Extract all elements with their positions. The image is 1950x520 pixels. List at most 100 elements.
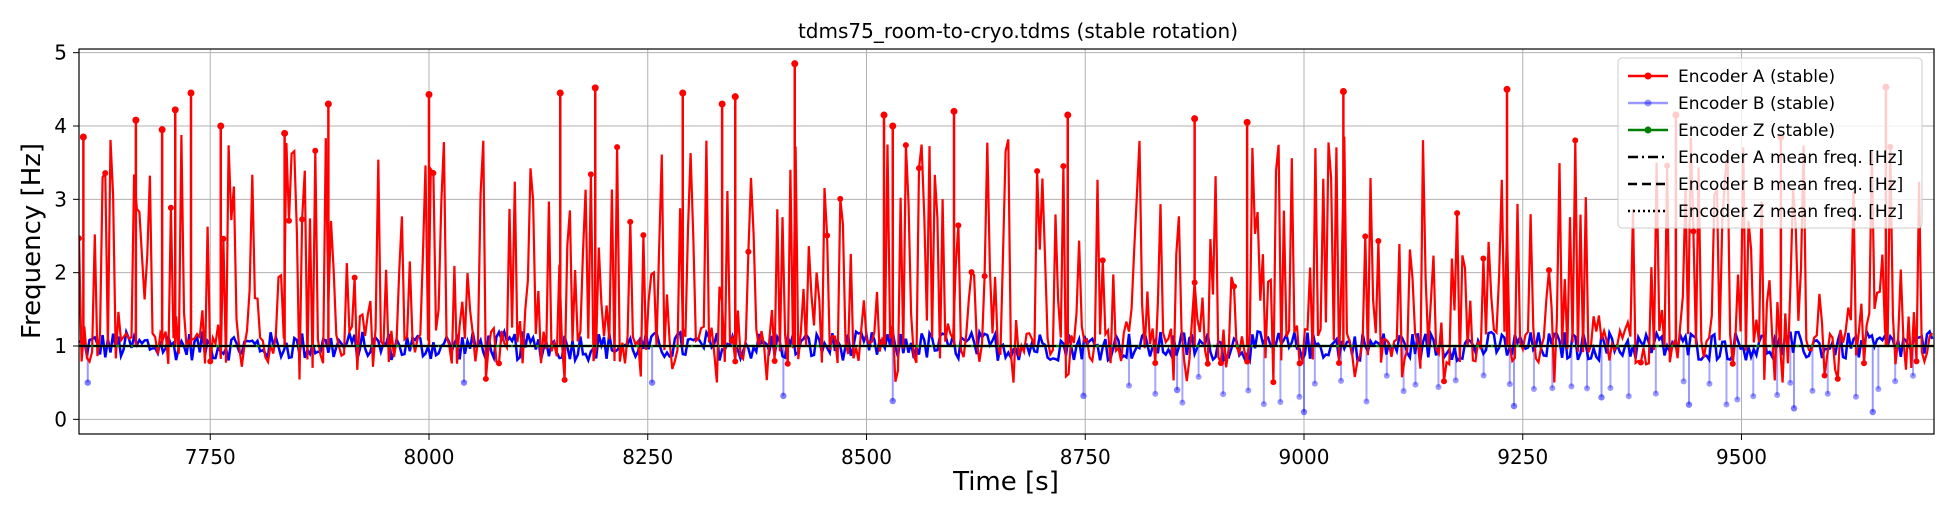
data-point-encoder-a (1362, 233, 1369, 240)
data-point-encoder-a (425, 90, 433, 98)
data-point-encoder-b (1910, 372, 1917, 379)
data-point-encoder-b (1383, 372, 1390, 379)
data-point-encoder-b (1787, 379, 1794, 386)
data-point-encoder-a (1064, 111, 1072, 119)
data-point-encoder-b (1080, 392, 1087, 400)
data-point-encoder-b (1510, 402, 1518, 410)
data-point-encoder-a (1060, 163, 1067, 170)
data-point-encoder-a (207, 358, 214, 365)
data-point-encoder-a (950, 107, 958, 115)
data-point-encoder-a (496, 360, 502, 367)
data-point-encoder-a (1191, 115, 1199, 123)
data-point-encoder-b (889, 397, 896, 405)
data-point-encoder-a (916, 165, 922, 172)
data-point-encoder-a (1217, 360, 1224, 367)
legend-box (1617, 57, 1923, 229)
plot-area (79, 60, 1934, 416)
data-point-encoder-a (430, 170, 437, 177)
data-point-encoder-a (158, 126, 166, 134)
data-point-encoder-b (1152, 390, 1159, 397)
x-tick-label: 8750 (1060, 445, 1111, 469)
data-point-encoder-b (1685, 401, 1693, 408)
data-point-encoder-a (1152, 359, 1159, 366)
data-point-encoder-a (902, 142, 909, 149)
data-point-encoder-a (1296, 360, 1303, 367)
data-point-encoder-a (312, 147, 319, 154)
data-point-encoder-a (880, 111, 888, 119)
data-point-encoder-a (1270, 379, 1277, 386)
data-point-encoder-a (1099, 257, 1106, 264)
data-point-encoder-b (1506, 381, 1513, 388)
data-point-encoder-b (1173, 386, 1181, 394)
x-tick-label: 8250 (622, 445, 673, 469)
x-tick-label: 9000 (1279, 445, 1330, 469)
data-point-encoder-b (1452, 377, 1459, 384)
data-point-encoder-a (614, 144, 621, 151)
x-axis-title: Time [s] (952, 467, 1059, 497)
data-point-encoder-a (1913, 358, 1920, 365)
data-point-encoder-a (784, 360, 791, 367)
data-point-encoder-a (217, 122, 225, 130)
data-point-encoder-a (627, 218, 634, 225)
data-point-encoder-b (1245, 387, 1252, 394)
data-point-encoder-a (482, 375, 489, 382)
data-point-encoder-a (955, 222, 962, 229)
data-point-encoder-b (1277, 398, 1284, 405)
data-point-encoder-a (171, 106, 179, 114)
data-point-encoder-a (1480, 255, 1487, 262)
data-point-encoder-a (718, 100, 726, 108)
data-point-encoder-a (791, 60, 799, 68)
legend-label: Encoder B mean freq. [Hz] (1678, 175, 1903, 195)
series-line-encoder-a (79, 134, 1934, 383)
data-point-encoder-b (1723, 401, 1730, 408)
data-point-encoder-a (837, 195, 844, 202)
data-point-encoder-a (731, 93, 739, 101)
data-point-encoder-a (1821, 372, 1828, 379)
data-point-encoder-a (1572, 137, 1579, 144)
data-point-encoder-b (1400, 388, 1407, 395)
data-point-encoder-a (1336, 359, 1342, 366)
data-point-encoder-a (281, 129, 289, 137)
x-tick-label: 9500 (1716, 445, 1767, 469)
data-point-encoder-b (84, 379, 91, 386)
data-point-encoder-a (1834, 375, 1841, 382)
x-tick-label: 8500 (841, 445, 892, 469)
data-point-encoder-b (1852, 393, 1859, 400)
data-point-encoder-b (1607, 384, 1614, 391)
data-point-encoder-a (324, 100, 332, 108)
data-point-encoder-b (1530, 385, 1537, 392)
data-point-encoder-a (1690, 228, 1697, 235)
data-point-encoder-a (132, 116, 140, 124)
data-point-encoder-a (679, 89, 687, 97)
data-point-encoder-b (1875, 385, 1882, 392)
data-point-encoder-a (1204, 360, 1211, 367)
data-point-encoder-b (1300, 408, 1308, 416)
data-point-encoder-b (1311, 380, 1318, 387)
data-point-encoder-a (981, 273, 988, 280)
y-axis: 0 1 2 3 4 5 (54, 41, 79, 431)
data-point-encoder-a (1729, 360, 1736, 367)
chart-title: tdms75_room-to-cryo.tdms (stable rotatio… (798, 19, 1238, 43)
data-point-encoder-b (1790, 405, 1798, 412)
data-point-encoder-a (1375, 238, 1382, 245)
data-point-encoder-a (1034, 168, 1041, 175)
data-point-encoder-a (591, 84, 599, 92)
y-tick-label: 1 (54, 334, 67, 358)
data-point-encoder-b (1652, 390, 1659, 397)
data-point-encoder-a (102, 170, 109, 177)
data-point-encoder-a (1244, 358, 1251, 365)
data-point-encoder-b (1568, 383, 1575, 390)
data-point-encoder-b (1179, 399, 1186, 406)
data-point-encoder-b (1625, 393, 1632, 400)
legend-label: Encoder A (stable) (1678, 67, 1835, 87)
data-point-encoder-b (1220, 391, 1227, 398)
data-point-encoder-a (968, 269, 975, 276)
legend-label: Encoder B (stable) (1678, 94, 1835, 114)
data-point-encoder-b (1195, 373, 1202, 380)
data-point-encoder-b (780, 392, 787, 400)
data-point-encoder-b (1774, 391, 1781, 398)
y-tick-label: 3 (54, 187, 67, 211)
data-point-encoder-b (1706, 380, 1713, 387)
data-point-encoder-b (1296, 393, 1303, 400)
x-tick-label: 9250 (1497, 445, 1548, 469)
